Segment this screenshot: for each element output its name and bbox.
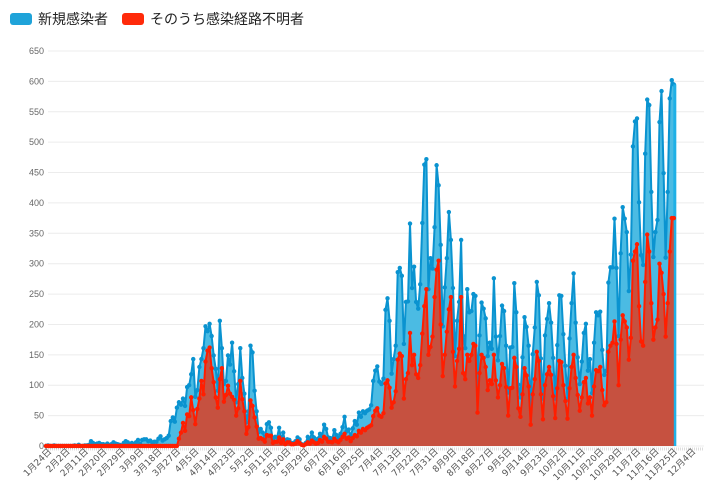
y-tick-label: 50	[34, 411, 44, 421]
y-tick-label: 450	[29, 168, 44, 178]
y-tick-label: 250	[29, 289, 44, 299]
chart-legend: 新規感染者 そのうち感染経路不明者	[10, 9, 304, 29]
legend-item-new-cases[interactable]: 新規感染者	[10, 9, 108, 29]
y-tick-label: 150	[29, 350, 44, 360]
legend-item-unknown-route[interactable]: そのうち感染経路不明者	[122, 9, 304, 29]
series-new-cases	[43, 77, 677, 449]
y-tick-label: 350	[29, 228, 44, 238]
legend-label-new-cases: 新規感染者	[38, 12, 108, 28]
series-unknown-route	[43, 215, 677, 449]
y-tick-label: 400	[29, 198, 44, 208]
y-tick-label: 600	[29, 76, 44, 86]
y-tick-label: 200	[29, 319, 44, 329]
y-axis-labels: 0 50 100 150 200 250 300 350 400 450 500 550 600 650	[29, 46, 44, 451]
y-tick-label: 650	[29, 46, 44, 56]
y-tick-label: 500	[29, 137, 44, 147]
y-tick-label: 100	[29, 380, 44, 390]
y-tick-label: 0	[39, 441, 44, 451]
legend-swatch-new-cases	[10, 13, 32, 25]
y-tick-label: 300	[29, 259, 44, 269]
x-axis-labels: 1月24日2月2日2月11日2月20日2月29日3月9日3月18日3月27日4月…	[21, 446, 698, 483]
y-gridlines	[46, 50, 704, 451]
legend-swatch-unknown-route	[122, 13, 144, 25]
y-tick-label: 550	[29, 107, 44, 117]
legend-label-unknown-route: そのうち感染経路不明者	[150, 12, 304, 28]
